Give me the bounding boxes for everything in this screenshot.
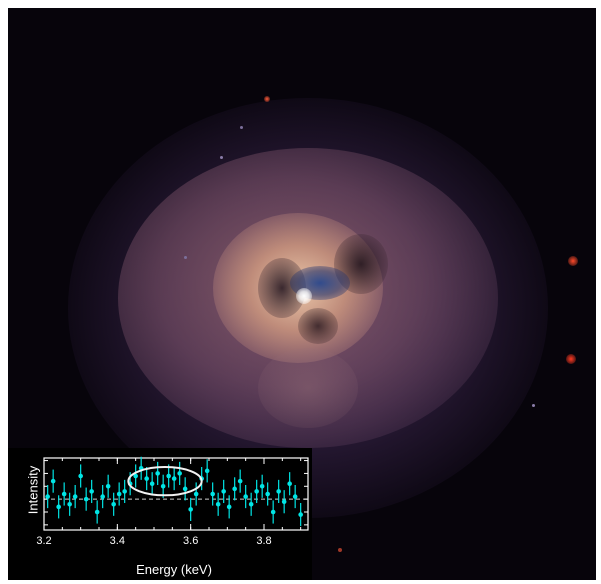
data-point [210,491,215,497]
red-star [566,354,576,364]
faint-star [184,256,187,259]
data-point [276,489,281,494]
data-point [155,471,160,476]
data-point [78,473,83,479]
data-point [248,501,254,507]
data-point [287,481,292,487]
data-point [259,483,265,489]
data-point [177,471,182,476]
red-star [264,96,270,102]
data-point [243,494,248,499]
data-point [254,489,259,494]
data-point [89,489,94,494]
x-tick-label: 3.8 [256,535,271,547]
data-point [204,468,210,474]
data-point [298,512,303,517]
y-axis-label: Intensity [25,465,40,514]
x-axis-label: Energy (keV) [136,562,212,577]
data-point [122,489,127,494]
data-point [221,489,226,494]
data-point [193,491,199,497]
data-point [45,494,50,499]
galaxy-cluster-image [8,8,596,580]
data-point [50,478,56,484]
data-point [226,504,232,510]
data-point [171,476,177,481]
data-point [116,491,122,497]
data-point [270,509,276,515]
x-tick-label: 3.4 [110,535,125,547]
lower-cavity [298,308,338,344]
data-point [182,486,188,492]
data-point [188,507,193,512]
data-point [94,509,100,515]
south-arm [258,348,358,428]
faint-star [338,548,342,552]
spectrum-inset: 3.2 3.4 3.6 3.8 Intensity Energy (keV) [8,448,312,580]
x-tick-label: 3.2 [36,535,51,547]
data-point [56,504,61,510]
data-point [265,491,270,497]
data-point [105,483,111,489]
data-point [215,501,221,507]
data-point [237,478,243,484]
data-point [160,483,166,489]
faint-star [220,156,223,159]
data-point [144,476,149,481]
red-star [568,256,578,266]
x-tick-label: 3.6 [183,535,198,547]
data-point [133,473,138,479]
data-point [232,486,237,492]
data-point [149,481,155,487]
data-point [100,494,105,499]
faint-star [532,404,535,407]
data-point [83,496,89,502]
data-point [166,473,171,479]
highlight-ellipse [127,466,203,497]
spectrum-plot: 3.2 3.4 3.6 3.8 Intensity Energy (keV) [25,456,309,577]
data-point [61,491,67,497]
data-point [111,501,116,507]
data-point [292,494,298,499]
bright-core [296,288,312,304]
faint-star [240,126,243,129]
data-point [72,494,78,499]
data-point [281,499,287,505]
data-point [67,501,72,507]
